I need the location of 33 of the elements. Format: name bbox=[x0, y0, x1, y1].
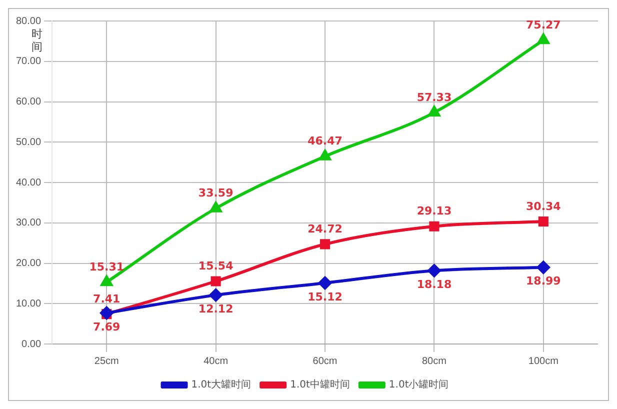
data-label: 15.54 bbox=[198, 260, 234, 273]
y-tick-label: 50.00 bbox=[16, 136, 42, 148]
data-label: 15.31 bbox=[89, 260, 124, 274]
data-label: 33.59 bbox=[198, 186, 234, 200]
x-tick-label: 25cm bbox=[94, 356, 119, 367]
data-label: 30.34 bbox=[526, 200, 562, 213]
legend-label: 1.0t大罐时间 bbox=[191, 378, 252, 391]
y-tick-label: 10.00 bbox=[16, 298, 42, 310]
data-label: 24.72 bbox=[308, 222, 342, 236]
data-label: 7.41 bbox=[93, 292, 120, 306]
y-tick-label: 70.00 bbox=[16, 56, 42, 68]
y-tick-label: 0.00 bbox=[22, 338, 42, 350]
x-tick-label: 40cm bbox=[204, 356, 228, 367]
legend-label: 1.0t小罐时间 bbox=[388, 378, 449, 391]
data-label: 75.27 bbox=[526, 18, 561, 32]
x-tick-label: 60cm bbox=[312, 356, 338, 367]
data-label: 46.47 bbox=[308, 134, 342, 148]
data-label: 15.12 bbox=[308, 290, 342, 304]
data-label: 18.99 bbox=[526, 274, 561, 288]
y-axis-title: 时间 bbox=[32, 27, 42, 54]
y-tick-label: 80.00 bbox=[16, 16, 42, 27]
legend-label: 1.0t中罐时间 bbox=[290, 378, 350, 391]
x-tick-label: 100cm bbox=[528, 356, 558, 367]
data-label: 7.69 bbox=[93, 320, 120, 334]
data-label: 57.33 bbox=[416, 90, 452, 104]
data-label: 29.13 bbox=[416, 204, 452, 218]
y-tick-label: 40.00 bbox=[16, 177, 42, 188]
y-tick-label: 20.00 bbox=[16, 258, 42, 269]
y-tick-label: 30.00 bbox=[16, 218, 42, 229]
x-tick-label: 80cm bbox=[422, 356, 446, 367]
data-label: 18.18 bbox=[416, 278, 452, 291]
data-label: 12.12 bbox=[198, 302, 234, 316]
y-tick-label: 60.00 bbox=[16, 96, 42, 108]
